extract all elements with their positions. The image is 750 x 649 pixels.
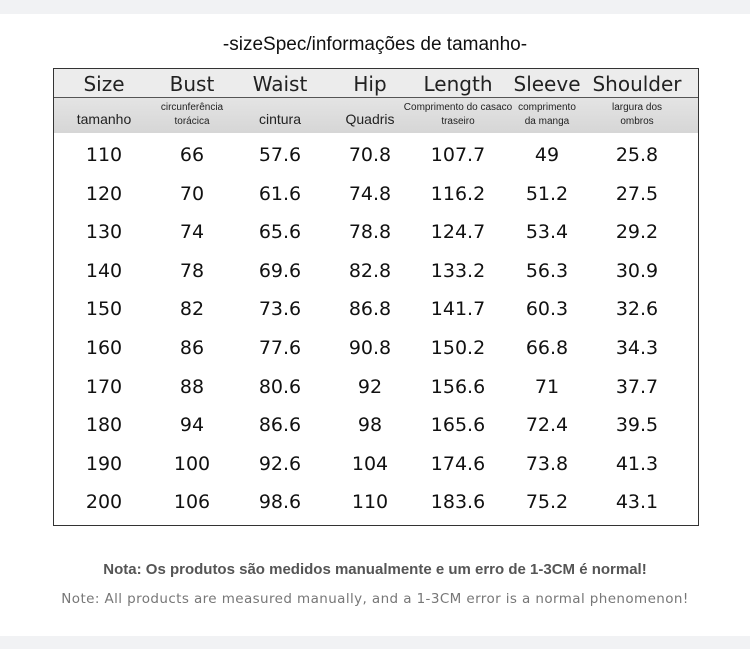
table-cell: 88 <box>179 375 205 398</box>
column-subheader: Comprimento do casaco traseiro <box>403 102 513 127</box>
table-cell: 98.6 <box>258 491 302 514</box>
table-border <box>53 68 699 526</box>
table-cell: 37.7 <box>615 375 659 398</box>
table-cell: 107.7 <box>430 144 486 166</box>
bottom-band <box>0 636 750 649</box>
table-cell: 29.2 <box>615 221 659 244</box>
table-cell: 116.2 <box>430 182 486 205</box>
table-cell: 73.6 <box>258 298 302 321</box>
table-cell: 98 <box>357 414 383 437</box>
table-cell: 51.2 <box>525 182 569 205</box>
column-header: Length <box>423 72 493 96</box>
table-cell: 66 <box>179 144 205 166</box>
table-cell: 65.6 <box>258 221 302 244</box>
table-cell: 106 <box>173 491 211 514</box>
table-cell: 90.8 <box>348 337 392 359</box>
table-cell: 56.3 <box>525 259 569 282</box>
table-cell: 30.9 <box>615 259 659 282</box>
table-cell: 140 <box>85 259 123 282</box>
table-cell: 165.6 <box>430 414 486 437</box>
title: -sizeSpec/informações de tamanho- <box>222 34 528 55</box>
table-cell: 133.2 <box>430 259 486 282</box>
table-cell: 32.6 <box>615 298 659 321</box>
table-cell: 150 <box>85 298 123 321</box>
table-cell: 92.6 <box>258 452 302 475</box>
table-cell: 77.6 <box>258 337 302 359</box>
table-cell: 104 <box>351 452 389 475</box>
table-cell: 25.8 <box>615 144 659 166</box>
table-cell: 71 <box>534 375 560 398</box>
table-cell: 61.6 <box>258 182 302 205</box>
column-subheader: comprimento da manga <box>518 102 576 127</box>
column-subheader: Quadris <box>345 111 395 127</box>
table-cell: 72.4 <box>525 414 569 437</box>
table-cell: 74.8 <box>348 182 392 205</box>
column-header: Waist <box>252 72 308 96</box>
table-cell: 53.4 <box>525 221 569 244</box>
note-pt: Nota: Os produtos são medidos manualment… <box>103 561 647 578</box>
table-cell: 27.5 <box>615 182 659 205</box>
table-cell: 141.7 <box>430 298 486 321</box>
column-header: Shoulder <box>592 72 682 96</box>
table-cell: 70.8 <box>348 144 392 166</box>
table-cell: 156.6 <box>430 375 486 398</box>
table-cell: 74 <box>179 221 205 244</box>
column-subheader: cintura <box>258 111 302 127</box>
table-cell: 66.8 <box>525 337 569 359</box>
top-band <box>0 0 750 14</box>
table-cell: 120 <box>85 182 123 205</box>
column-subheader: largura dos ombros <box>611 102 663 127</box>
table-cell: 183.6 <box>430 491 486 514</box>
column-subheader: tamanho <box>76 111 132 127</box>
table-cell: 70 <box>179 182 205 205</box>
table-cell: 110 <box>85 144 123 166</box>
table-cell: 34.3 <box>615 337 659 359</box>
table-cell: 174.6 <box>430 452 486 475</box>
table-cell: 41.3 <box>615 452 659 475</box>
table-cell: 110 <box>351 491 389 514</box>
table-cell: 170 <box>85 375 123 398</box>
table-cell: 86 <box>179 337 205 359</box>
note-en: Note: All products are measured manually… <box>61 591 689 607</box>
table-cell: 190 <box>85 452 123 475</box>
table-cell: 86.6 <box>258 414 302 437</box>
table-cell: 86.8 <box>348 298 392 321</box>
table-cell: 80.6 <box>258 375 302 398</box>
table-cell: 100 <box>173 452 211 475</box>
table-cell: 69.6 <box>258 259 302 282</box>
table-cell: 43.1 <box>615 491 659 514</box>
table-cell: 92 <box>357 375 383 398</box>
table-cell: 94 <box>179 414 205 437</box>
table-cell: 57.6 <box>258 144 302 166</box>
table-cell: 150.2 <box>430 337 486 359</box>
table-cell: 49 <box>534 144 560 166</box>
table-cell: 200 <box>85 491 123 514</box>
table-cell: 78.8 <box>348 221 392 244</box>
table-cell: 124.7 <box>430 221 486 244</box>
table-cell: 78 <box>179 259 205 282</box>
table-cell: 180 <box>85 414 123 437</box>
column-header: Sleeve <box>513 72 581 96</box>
table-cell: 130 <box>85 221 123 244</box>
table-cell: 39.5 <box>615 414 659 437</box>
table-cell: 73.8 <box>525 452 569 475</box>
header-row <box>54 69 698 98</box>
table-cell: 75.2 <box>525 491 569 514</box>
table-cell: 60.3 <box>525 298 569 321</box>
subheader-row <box>54 98 698 133</box>
table-cell: 82 <box>179 298 205 321</box>
column-subheader: circunferência torácica <box>160 102 224 127</box>
table-cell: 160 <box>85 337 123 359</box>
column-header: Size <box>83 72 125 96</box>
column-header: Hip <box>353 72 387 96</box>
column-header: Bust <box>169 72 215 96</box>
table-cell: 82.8 <box>348 259 392 282</box>
